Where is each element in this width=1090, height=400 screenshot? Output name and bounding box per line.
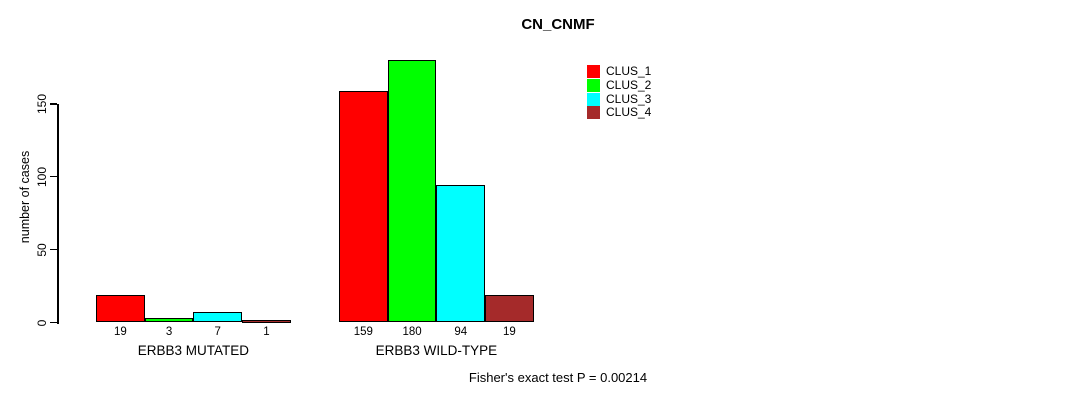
legend-item-clus_2: CLUS_2 xyxy=(587,79,651,93)
bar-value-label: 94 xyxy=(454,326,468,338)
bar-value-label: 159 xyxy=(353,326,373,338)
y-tick-label: 50 xyxy=(35,242,49,257)
bar-value-label: 180 xyxy=(402,326,422,338)
bar-clus_2-group1 xyxy=(144,318,194,323)
bar-value-label: 1 xyxy=(263,326,270,338)
y-axis-label: number of cases xyxy=(18,150,32,244)
y-tick xyxy=(50,103,57,105)
legend-item-clus_1: CLUS_1 xyxy=(587,65,651,79)
bar-clus_4-group1 xyxy=(242,320,291,323)
y-axis-line xyxy=(57,103,59,324)
legend-item-clus_4: CLUS_4 xyxy=(587,106,651,120)
bar-clus_3-group1 xyxy=(193,312,243,323)
legend-label: CLUS_2 xyxy=(606,78,652,93)
bar-clus_3-group2 xyxy=(436,185,486,323)
x-category-label: ERBB3 WILD-TYPE xyxy=(375,342,498,358)
y-tick xyxy=(50,321,57,324)
y-tick-label: 0 xyxy=(35,319,49,326)
footer-annotation: Fisher's exact test P = 0.00214 xyxy=(468,370,648,385)
y-tick xyxy=(50,248,57,251)
legend-swatch-icon xyxy=(587,65,600,79)
y-tick-label: 100 xyxy=(35,166,49,187)
bar-clus_4-group2 xyxy=(485,294,534,323)
legend-label: CLUS_1 xyxy=(606,64,652,79)
y-tick xyxy=(50,175,57,178)
legend-swatch-icon xyxy=(587,92,600,106)
bar-value-label: 19 xyxy=(113,326,127,338)
bar-clus_1-group1 xyxy=(96,294,145,323)
y-tick-label: 150 xyxy=(35,93,49,114)
legend-swatch-icon xyxy=(587,106,600,120)
bar-value-label: 19 xyxy=(503,326,516,338)
bar-value-label: 7 xyxy=(214,326,221,338)
legend-item-clus_3: CLUS_3 xyxy=(587,92,651,106)
legend-swatch-icon xyxy=(587,79,600,93)
bar-clus_1-group2 xyxy=(339,90,388,323)
bar-value-label: 3 xyxy=(165,326,173,338)
bar-clus_2-group2 xyxy=(387,60,437,323)
chart-title: CN_CNMF xyxy=(521,16,595,33)
x-category-label: ERBB3 MUTATED xyxy=(137,342,250,358)
legend-label: CLUS_4 xyxy=(606,105,652,120)
legend: CLUS_1 CLUS_2 CLUS_3 CLUS_4 xyxy=(587,65,651,120)
legend-label: CLUS_3 xyxy=(606,91,652,106)
